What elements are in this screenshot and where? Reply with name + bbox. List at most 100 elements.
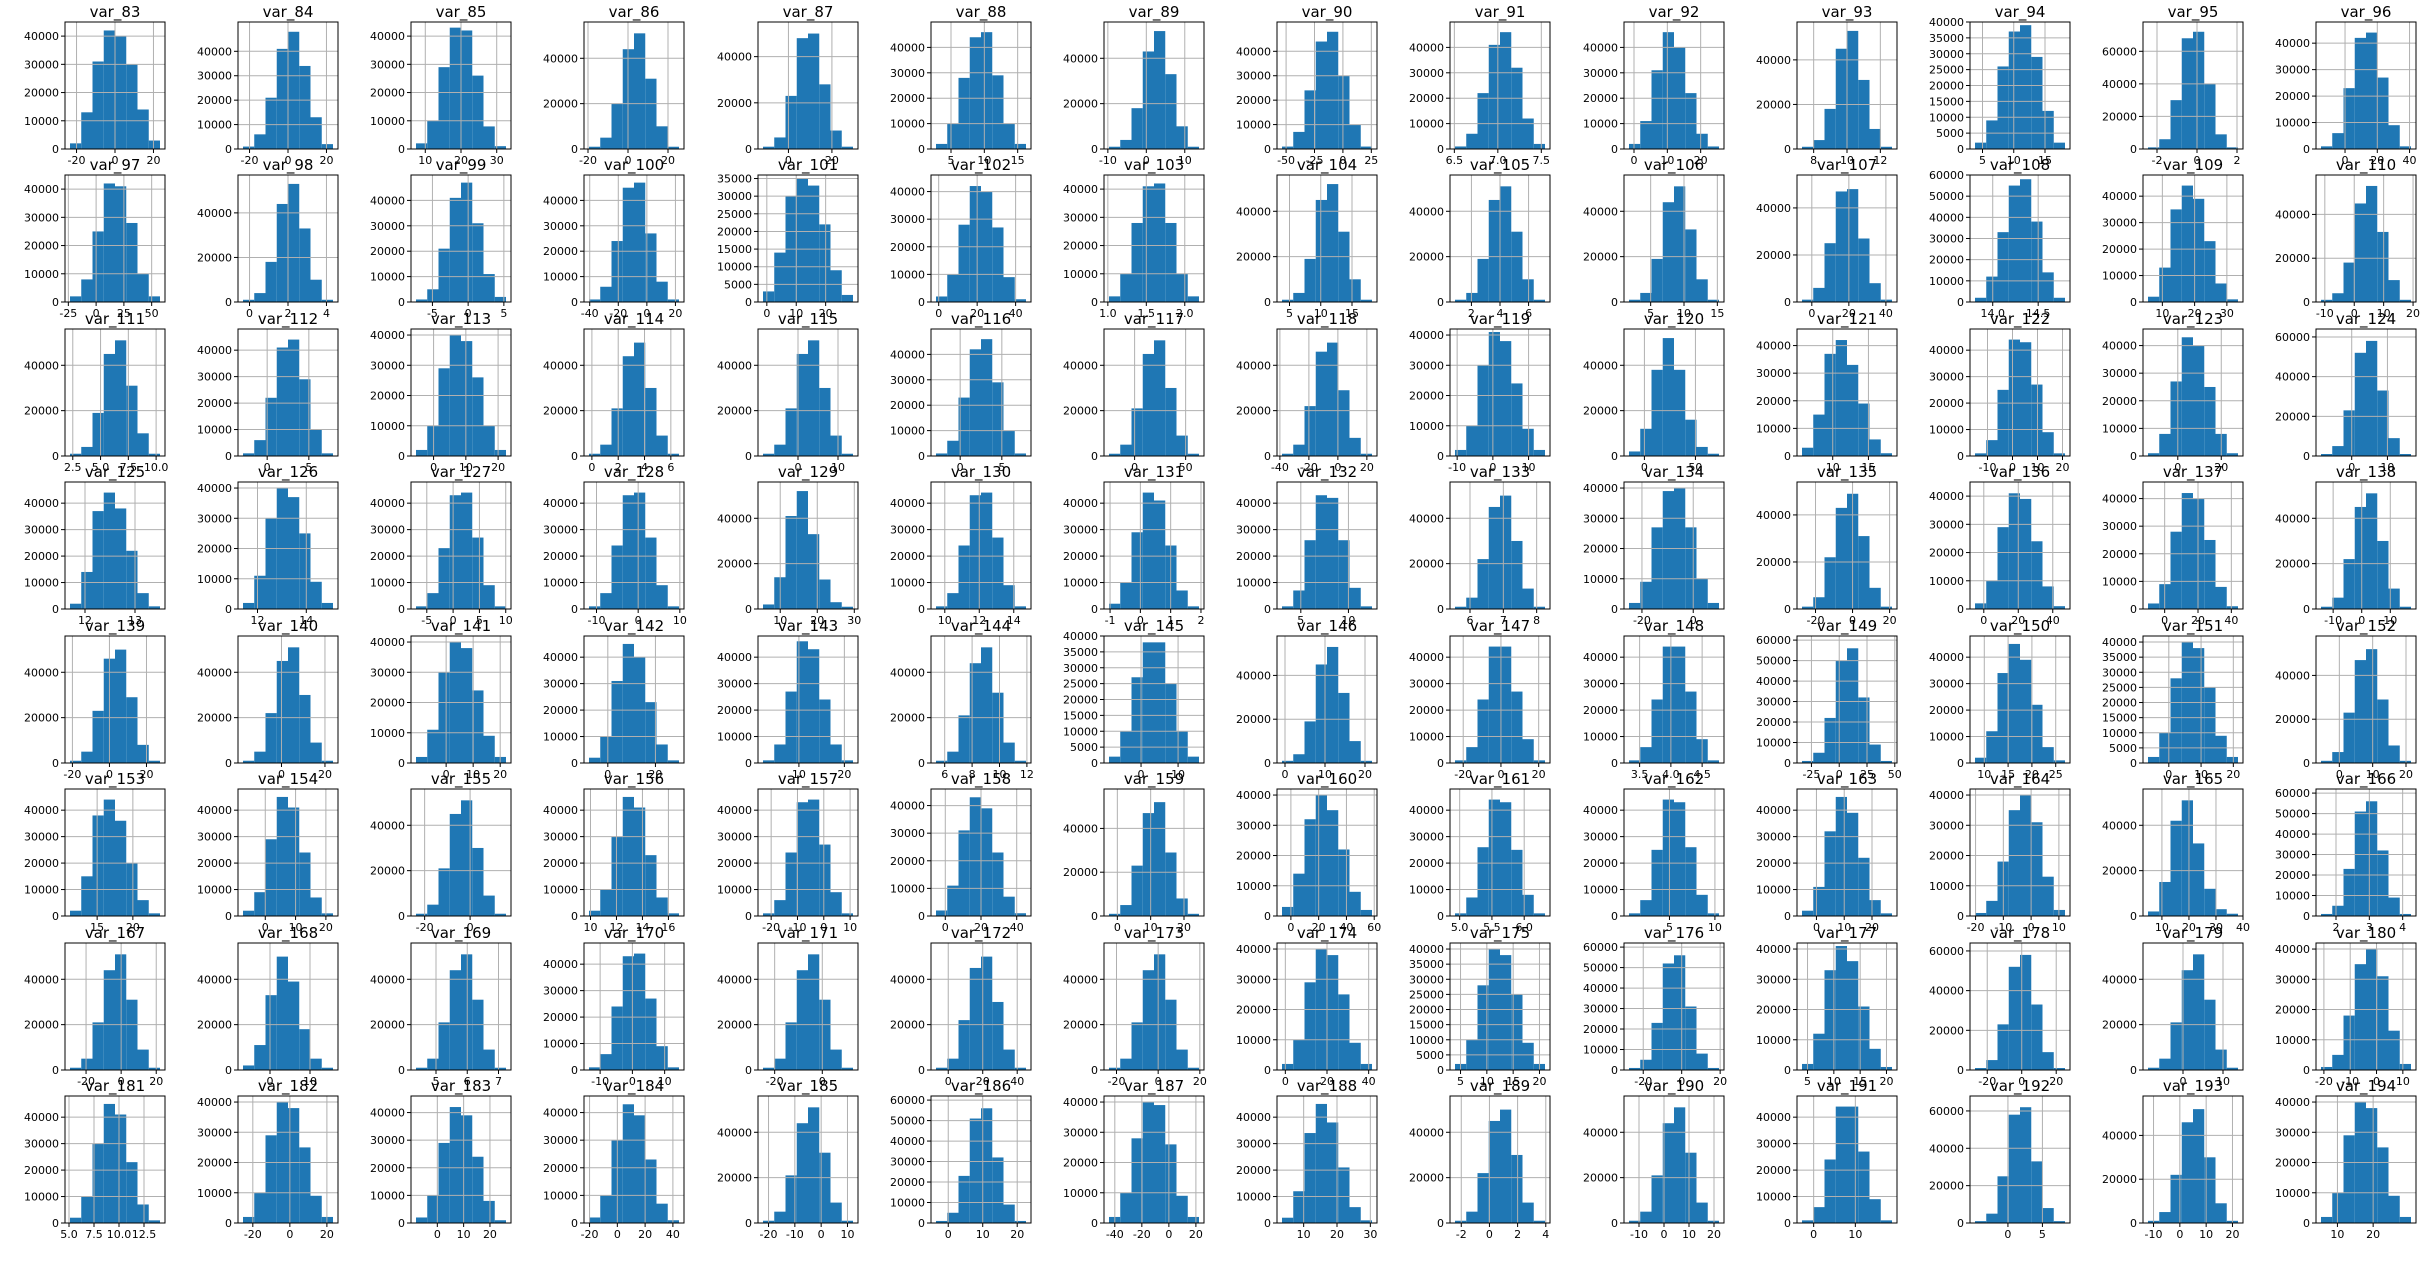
axes-frame bbox=[2315, 942, 2417, 1071]
y-tick-label: 30000 bbox=[370, 666, 405, 679]
axes-frame bbox=[2315, 788, 2417, 917]
y-tick-label: 40000 bbox=[1756, 340, 1791, 353]
y-tick-label: 0 bbox=[571, 910, 578, 923]
x-tick-label: 0 bbox=[1808, 307, 1815, 320]
histogram-bar bbox=[1802, 447, 1814, 456]
histogram-bar bbox=[1674, 1107, 1686, 1223]
y-tick-label: 40000 bbox=[890, 800, 925, 813]
histogram-bar bbox=[321, 913, 333, 916]
histogram-bar bbox=[1014, 1220, 1026, 1223]
y-tick-label: 10000 bbox=[370, 577, 405, 590]
histogram-bar bbox=[1187, 606, 1199, 609]
x-tick-label: 0 bbox=[942, 921, 949, 934]
histogram-bar bbox=[1500, 32, 1512, 149]
histogram-bar bbox=[2031, 1004, 2043, 1070]
y-tick-label: 20000 bbox=[1409, 1172, 1444, 1185]
y-tick-label: 10000 bbox=[1756, 737, 1791, 750]
y-tick-label: 40000 bbox=[543, 651, 578, 664]
histogram-bar bbox=[947, 274, 959, 302]
y-tick-label: 25000 bbox=[1409, 988, 1444, 1001]
x-tick-label: 10 bbox=[2380, 461, 2394, 474]
histogram-bar bbox=[1165, 999, 1177, 1070]
y-tick-label: 40000 bbox=[543, 1107, 578, 1120]
histogram-bar bbox=[1455, 1220, 1467, 1223]
histogram-bar bbox=[992, 1001, 1004, 1070]
x-tick-label: 20 bbox=[810, 614, 824, 627]
histogram-bar bbox=[981, 808, 993, 916]
y-tick-label: 20000 bbox=[1409, 704, 1444, 717]
histogram-bar bbox=[1293, 754, 1305, 763]
y-tick-label: 0 bbox=[1957, 296, 1964, 309]
x-tick-label: 0 bbox=[278, 768, 285, 781]
y-tick-label: 0 bbox=[52, 296, 59, 309]
histogram-bar bbox=[483, 895, 495, 916]
histogram-bar bbox=[416, 449, 428, 456]
axes-frame bbox=[1796, 635, 1898, 764]
x-tick-label: -40 bbox=[581, 307, 599, 320]
y-tick-label: 0 bbox=[1611, 1064, 1618, 1077]
axes-frame bbox=[1276, 21, 1378, 150]
y-tick-label: 20000 bbox=[543, 704, 578, 717]
histogram-title: var_114 bbox=[604, 310, 664, 329]
histogram-bar bbox=[1315, 199, 1327, 302]
y-tick-label: 0 bbox=[2303, 1064, 2310, 1077]
histogram-bar bbox=[1360, 1220, 1372, 1223]
y-tick-label: 10000 bbox=[1409, 884, 1444, 897]
histogram-title: var_118 bbox=[1297, 310, 1357, 329]
y-tick-label: 0 bbox=[1264, 1064, 1271, 1077]
histogram-bar bbox=[2226, 756, 2238, 763]
histogram-bar bbox=[265, 995, 277, 1070]
histogram-bar bbox=[796, 802, 808, 916]
x-tick-label: 10 bbox=[2155, 307, 2169, 320]
x-tick-label: 0 bbox=[2161, 614, 2168, 627]
y-tick-label: 30000 bbox=[24, 831, 59, 844]
x-tick-label: 0 bbox=[2336, 768, 2343, 781]
histogram-bar bbox=[1835, 946, 1847, 1070]
y-tick-label: 20000 bbox=[1756, 395, 1791, 408]
y-tick-label: 40000 bbox=[1409, 512, 1444, 525]
axes-frame bbox=[930, 1095, 1032, 1224]
histogram-bar bbox=[936, 606, 948, 609]
x-tick-label: -10 bbox=[1448, 461, 1466, 474]
histogram-bar bbox=[1304, 258, 1316, 302]
histogram-bar bbox=[2366, 801, 2378, 916]
y-tick-label: 0 bbox=[1784, 1064, 1791, 1077]
histogram-bar bbox=[1165, 387, 1177, 456]
histogram-bar bbox=[81, 446, 93, 456]
histogram-bar bbox=[1187, 1067, 1199, 1070]
histogram-bar bbox=[645, 233, 657, 302]
y-tick-label: 0 bbox=[1264, 143, 1271, 156]
y-tick-label: 0 bbox=[225, 1217, 232, 1230]
y-tick-label: 40000 bbox=[2102, 78, 2137, 91]
histogram-bar bbox=[667, 760, 679, 763]
histogram-bar bbox=[2042, 272, 2054, 302]
histogram-bar bbox=[1142, 642, 1154, 763]
x-tick-label: 10 bbox=[2194, 768, 2208, 781]
histogram-bar bbox=[645, 537, 657, 609]
histogram-bar bbox=[416, 143, 428, 149]
histogram-bar bbox=[1477, 365, 1489, 456]
histogram-bar bbox=[126, 999, 138, 1070]
axes-frame bbox=[1623, 788, 1725, 917]
axes-frame bbox=[757, 21, 859, 150]
y-tick-label: 20000 bbox=[1929, 397, 1964, 410]
y-tick-label: 10000 bbox=[1409, 1034, 1444, 1047]
x-tick-label: 10 bbox=[831, 461, 845, 474]
histogram-bar bbox=[2377, 850, 2389, 916]
histogram-bar bbox=[148, 913, 160, 916]
histogram-bar bbox=[1640, 1059, 1652, 1070]
histogram-title: var_189 bbox=[1470, 1077, 1530, 1096]
histogram-title: var_100 bbox=[604, 156, 664, 175]
x-tick-label: 40 bbox=[1879, 307, 1893, 320]
histogram-bar bbox=[1304, 540, 1316, 609]
histogram-bar bbox=[1488, 799, 1500, 916]
axes-frame bbox=[930, 21, 1032, 150]
histogram-title: var_169 bbox=[431, 924, 491, 943]
x-tick-label: 6.0 bbox=[1515, 921, 1533, 934]
y-tick-label: 10000 bbox=[1063, 577, 1098, 590]
